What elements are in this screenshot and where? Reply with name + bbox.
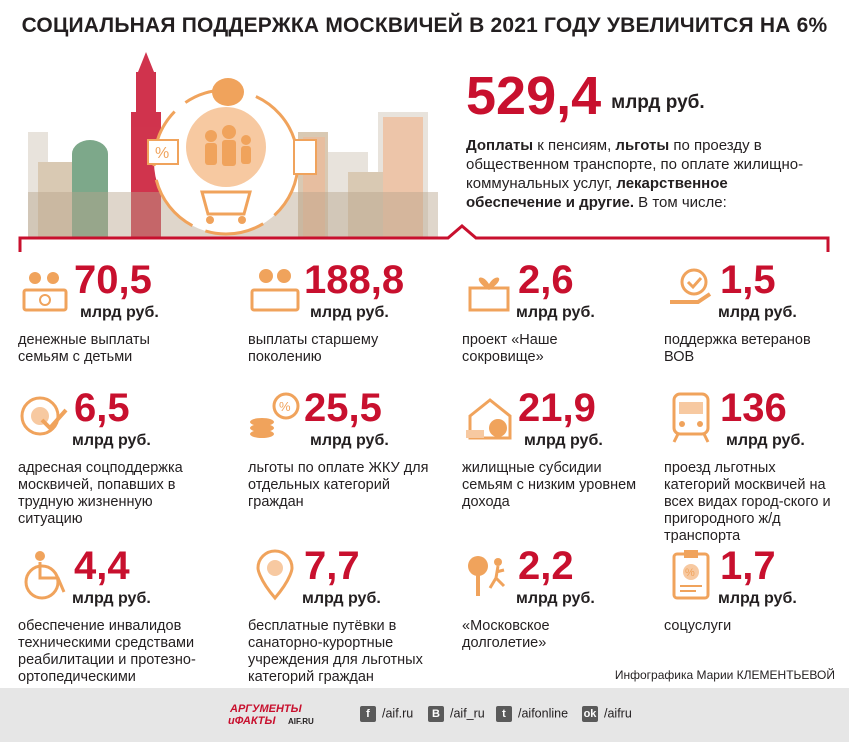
- stat-description: проект «Наше сокровище»: [462, 332, 558, 365]
- stat-item: 136 млрд руб. проезд льготных категорий мо…: [664, 386, 849, 544]
- house-coin-icon: [466, 398, 512, 440]
- stat-description: жилищные субсидии семьям с низким уровне…: [462, 460, 637, 510]
- stat-item: 1,5 млрд руб. поддержка ветеранов ВОВ: [664, 258, 849, 382]
- stat-unit: млрд руб.: [310, 304, 389, 321]
- svg-text:АРГУМЕНТЫ: АРГУМЕНТЫ: [229, 703, 303, 715]
- elderly-money-icon: [250, 269, 300, 312]
- stat-description: соцуслуги: [664, 618, 732, 634]
- odnoklassniki-icon: ok: [582, 706, 598, 722]
- stat-value: 188,8: [304, 258, 405, 302]
- total-amount: 529,4 млрд руб.: [466, 66, 836, 126]
- twitter-icon: t: [496, 706, 512, 722]
- stat-item: 70,5 млрд руб. денежные выплаты семьям с д…: [18, 258, 223, 382]
- stat-value: 6,5: [74, 386, 130, 430]
- stat-description: льготы по оплате ЖКУ для отдельных катег…: [248, 460, 429, 510]
- stat-unit: млрд руб.: [718, 304, 797, 321]
- stat-value: 136: [720, 386, 787, 430]
- stat-item: 4,4 млрд руб. обеспечение инвалидов технич…: [18, 544, 223, 702]
- stat-value: 2,6: [518, 258, 574, 302]
- svg-text:иФАКТЫ: иФАКТЫ: [228, 715, 276, 727]
- stat-item: % 1,7 млрд руб. соцуслуги: [664, 544, 849, 668]
- facebook-icon: f: [360, 706, 376, 722]
- social-link-odnoklassniki[interactable]: ok/aifru: [582, 706, 632, 722]
- stat-unit: млрд руб.: [516, 304, 595, 321]
- stat-unit: млрд руб.: [516, 590, 595, 607]
- footer-bar: АРГУМЕНТЫ иФАКТЫ AIF.RU f/aif.ru B/aif_ru…: [0, 688, 849, 742]
- stat-item: 188,8 млрд руб. выплаты старшему поколению: [248, 258, 468, 382]
- total-value: 529,4: [466, 66, 602, 126]
- wheelchair-icon: [24, 551, 66, 600]
- stat-item: 6,5 млрд руб. адресная соцподдержка москви…: [18, 386, 223, 527]
- stat-description: бесплатные путёвки в санаторно-курортные…: [248, 618, 423, 685]
- stat-description: выплаты старшему поколению: [248, 332, 379, 365]
- credit-text: Инфографика Марии КЛЕМЕНТЬЕВОЙ: [614, 668, 835, 682]
- stat-unit: млрд руб.: [80, 304, 159, 321]
- total-unit: млрд руб.: [611, 92, 705, 113]
- stat-value: 1,5: [720, 258, 776, 302]
- stat-item: 7,7 млрд руб. бесплатные путёвки в санатор…: [248, 544, 468, 685]
- stat-description: проезд льготных категорий москвичей на в…: [664, 460, 831, 544]
- intro-text: Доплаты к пенсиям, льготы по проезду в о…: [466, 136, 826, 212]
- section-bracket: [18, 224, 830, 252]
- clipboard-percent-icon: %: [672, 550, 710, 600]
- runner-tree-icon: [468, 556, 506, 596]
- hand-medal-icon: [670, 268, 712, 304]
- stat-description: поддержка ветеранов ВОВ: [664, 332, 811, 365]
- social-link-facebook[interactable]: f/aif.ru: [360, 706, 413, 722]
- svg-text:%: %: [685, 567, 695, 579]
- svg-text:%: %: [155, 145, 169, 162]
- intro-bold-2: льготы: [615, 137, 670, 154]
- stat-item: 2,2 млрд руб. «Московское долголетие»: [462, 544, 657, 668]
- stat-value: 21,9: [518, 386, 596, 430]
- stat-description: денежные выплаты семьям с детьми: [18, 332, 150, 365]
- stat-item: 21,9 млрд руб. жилищные субсидии семьям с …: [462, 386, 657, 510]
- social-link-vk[interactable]: B/aif_ru: [428, 706, 485, 722]
- social-label: /aifru: [604, 706, 632, 721]
- social-label: /aifonline: [518, 706, 569, 721]
- stat-unit: млрд руб.: [718, 590, 797, 607]
- stat-value: 7,7: [304, 544, 360, 588]
- social-link-twitter[interactable]: t/aifonline: [496, 706, 568, 722]
- svg-text:%: %: [279, 399, 291, 414]
- stat-value: 2,2: [518, 544, 574, 588]
- intro-part-2: к пенсиям,: [533, 137, 616, 154]
- stat-item: 2,6 млрд руб. проект «Наше сокровище»: [462, 258, 657, 382]
- page-title: СОЦИАЛЬНАЯ ПОДДЕРЖКА МОСКВИЧЕЙ В 2021 ГО…: [21, 14, 828, 37]
- stat-unit: млрд руб.: [726, 432, 805, 449]
- stat-item: % 25,5 млрд руб. льготы по оплате ЖКУ для о…: [248, 386, 468, 510]
- train-icon: [672, 392, 710, 443]
- stat-unit: млрд руб.: [72, 432, 151, 449]
- location-palm-icon: [256, 549, 294, 601]
- stat-unit: млрд руб.: [524, 432, 603, 449]
- stat-value: 70,5: [74, 258, 152, 302]
- stat-unit: млрд руб.: [72, 590, 151, 607]
- svg-text:AIF.RU: AIF.RU: [288, 717, 314, 726]
- family-money-icon: [22, 272, 68, 312]
- coins-percent-icon: %: [250, 392, 300, 438]
- aif-logo: АРГУМЕНТЫ иФАКТЫ AIF.RU: [226, 701, 326, 727]
- stat-unit: млрд руб.: [310, 432, 389, 449]
- stat-description: «Московское долголетие»: [462, 618, 550, 651]
- intro-bold-1: Доплаты: [466, 137, 534, 154]
- stat-unit: млрд руб.: [302, 590, 381, 607]
- vk-icon: B: [428, 706, 444, 722]
- intro-part-4: по проезду в общественном транспорте, по…: [466, 137, 804, 192]
- stat-value: 4,4: [74, 544, 130, 588]
- moscow-skyline-illustration: %: [28, 52, 438, 237]
- stat-description: адресная соцподдержка москвичей, попавши…: [18, 460, 183, 527]
- gift-heart-icon: [468, 277, 510, 312]
- stat-value: 1,7: [720, 544, 776, 588]
- target-check-icon: [20, 396, 68, 436]
- intro-bold-3: лекарственное обеспечение и другие.: [466, 175, 728, 211]
- intro-part-6: В том числе:: [633, 194, 727, 211]
- social-label: /aif.ru: [382, 706, 414, 721]
- social-label: /aif_ru: [450, 706, 485, 721]
- stat-value: 25,5: [304, 386, 382, 430]
